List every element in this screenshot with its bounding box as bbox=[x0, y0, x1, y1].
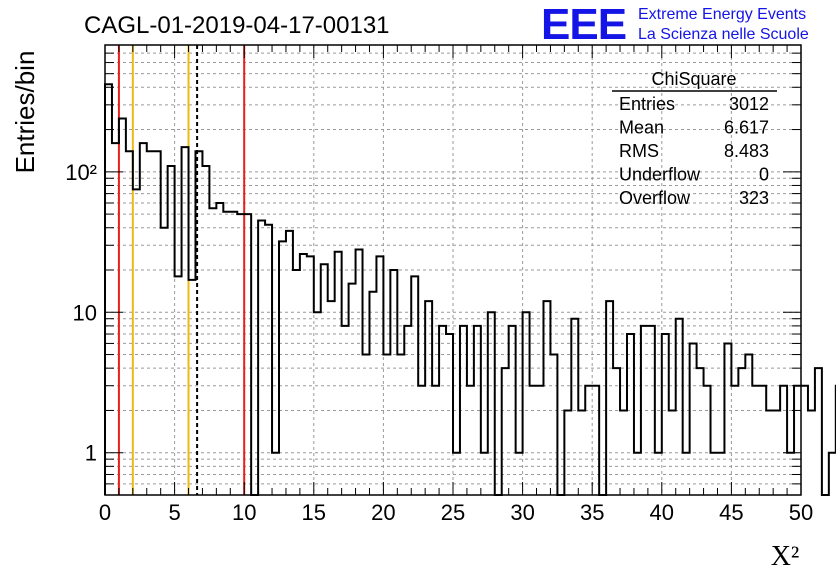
histogram-bin bbox=[314, 312, 321, 495]
histogram-outline bbox=[104, 83, 836, 496]
stats-value: 3012 bbox=[729, 94, 769, 114]
histogram-bin bbox=[356, 249, 363, 495]
histogram-bin bbox=[432, 386, 439, 495]
y-axis-label: Entries/bin bbox=[10, 51, 40, 174]
histogram-bin bbox=[369, 292, 376, 495]
histogram-bin bbox=[530, 386, 537, 495]
histogram-bin bbox=[105, 84, 112, 495]
histogram-bin bbox=[704, 386, 711, 495]
x-tick-label: 10 bbox=[232, 500, 256, 525]
chart-title: CAGL-01-2019-04-17-00131 bbox=[84, 12, 390, 39]
stats-value: 6.617 bbox=[724, 118, 769, 138]
histogram-bin bbox=[690, 343, 697, 495]
stats-value: 323 bbox=[739, 188, 769, 208]
org-subtitle: La Scienza nelle Scuole bbox=[638, 26, 809, 43]
x-tick-label: 35 bbox=[580, 500, 604, 525]
histogram-bin bbox=[523, 312, 530, 495]
org-name: Extreme Energy Events bbox=[638, 6, 806, 23]
histogram-bin bbox=[592, 386, 599, 495]
y-tick-label: 1 bbox=[85, 441, 97, 466]
histogram-bin bbox=[571, 319, 578, 495]
histogram-bin bbox=[349, 284, 356, 495]
x-tick-label: 5 bbox=[168, 500, 180, 525]
axes: 0 5 10 15 20 25 30 35 40 45 50 1 10 10² bbox=[65, 44, 813, 525]
stats-label: Mean bbox=[619, 118, 664, 138]
x-tick-label: 25 bbox=[441, 500, 465, 525]
eee-logo: EEE bbox=[541, 0, 626, 49]
histogram-series bbox=[104, 83, 836, 496]
x-tick-label: 45 bbox=[719, 500, 743, 525]
histogram-bin bbox=[488, 312, 495, 495]
histogram-bin bbox=[390, 270, 397, 495]
stats-rows: Entries 3012 Mean 6.617 RMS 8.483 Underflow 0 Ov… bbox=[619, 94, 769, 208]
histogram-bin bbox=[613, 368, 620, 495]
stats-label: Entries bbox=[619, 94, 675, 114]
histogram-bin bbox=[780, 386, 787, 495]
histogram-bin bbox=[168, 166, 175, 495]
histogram-bin bbox=[182, 147, 189, 495]
x-tick-label: 20 bbox=[371, 500, 395, 525]
y-tick-label: 10 bbox=[73, 300, 97, 325]
histogram-bin bbox=[502, 368, 509, 495]
stats-label: Overflow bbox=[619, 188, 691, 208]
stats-label: Underflow bbox=[619, 165, 701, 185]
histogram-bin bbox=[724, 343, 731, 495]
x-tick-label: 30 bbox=[510, 500, 534, 525]
histogram-bin bbox=[550, 355, 557, 495]
histogram-bin bbox=[119, 118, 126, 495]
stats-box-title: ChiSquare bbox=[651, 69, 736, 89]
y-tick-label: 10² bbox=[65, 160, 97, 185]
histogram-bin bbox=[752, 386, 759, 495]
histogram-bin bbox=[467, 386, 474, 495]
x-tick-label: 0 bbox=[99, 500, 111, 525]
histogram-bin bbox=[585, 386, 592, 495]
histogram-bin bbox=[697, 368, 704, 495]
histogram-bin bbox=[265, 225, 272, 495]
histogram-bin bbox=[161, 228, 168, 495]
histogram-bin bbox=[133, 189, 140, 495]
histogram-bin bbox=[293, 270, 300, 495]
stats-box: ChiSquare Entries 3012 Mean 6.617 RMS 8.483 Un… bbox=[612, 69, 777, 208]
histogram-bin bbox=[383, 355, 390, 495]
stats-value: 0 bbox=[759, 165, 769, 185]
x-tick-label: 15 bbox=[302, 500, 326, 525]
histogram-bin bbox=[662, 334, 669, 495]
histogram-bin bbox=[209, 208, 216, 495]
histogram-bin bbox=[397, 355, 404, 495]
x-tick-label: 40 bbox=[650, 500, 674, 525]
histogram-bin bbox=[258, 221, 265, 495]
histogram-bin bbox=[808, 410, 815, 495]
histogram-bin bbox=[801, 386, 808, 495]
histogram-bin bbox=[794, 386, 801, 495]
histogram-bin bbox=[731, 386, 738, 495]
stats-label: RMS bbox=[619, 141, 659, 161]
histogram-bin bbox=[745, 355, 752, 495]
histogram-bin bbox=[321, 264, 328, 495]
histogram-bin bbox=[627, 334, 634, 495]
histogram-bin bbox=[759, 386, 766, 495]
histogram-bin bbox=[216, 203, 223, 495]
stats-value: 8.483 bbox=[724, 141, 769, 161]
histogram-bin bbox=[446, 334, 453, 495]
histogram-bin bbox=[418, 386, 425, 495]
histogram-bin bbox=[335, 252, 342, 495]
histogram-bin bbox=[202, 166, 209, 495]
x-tick-label: 50 bbox=[789, 500, 813, 525]
x-axis-label: X² bbox=[771, 541, 800, 572]
histogram-bin bbox=[815, 368, 822, 495]
histogram-bin bbox=[676, 319, 683, 495]
histogram-bin bbox=[363, 355, 370, 495]
histogram-bin bbox=[829, 453, 836, 495]
histogram-bin bbox=[738, 368, 745, 495]
histogram-bin bbox=[537, 386, 544, 495]
